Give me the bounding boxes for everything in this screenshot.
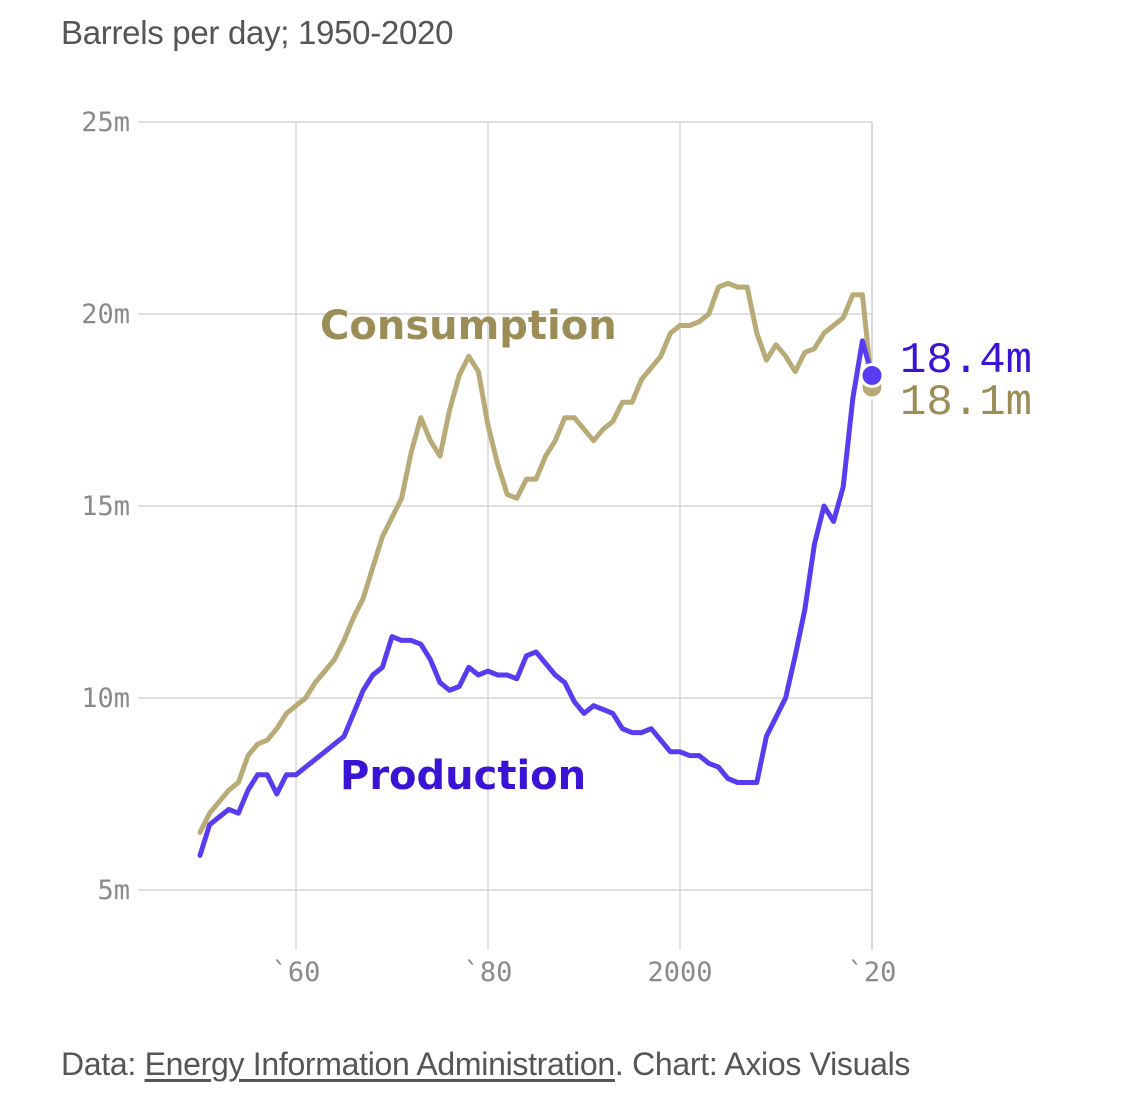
y-tick-label: 15m bbox=[81, 491, 130, 522]
x-tick-label: `60 bbox=[272, 957, 321, 988]
y-tick-label: 20m bbox=[81, 299, 130, 330]
series-lines bbox=[197, 280, 875, 858]
y-tick-label: 25m bbox=[81, 107, 130, 138]
production-line bbox=[197, 338, 875, 858]
consumption-end-value-label: 18.1m bbox=[900, 378, 1032, 428]
y-tick-label: 10m bbox=[81, 683, 130, 714]
x-axis-ticks: `60 `80 2000 `20 bbox=[272, 957, 897, 988]
x-tick-label: `80 bbox=[464, 957, 513, 988]
x-gridlines bbox=[295, 122, 873, 950]
consumption-series-label: Consumption bbox=[320, 303, 617, 349]
production-end-marker bbox=[859, 362, 885, 388]
consumption-line bbox=[197, 280, 875, 835]
source-link[interactable]: Energy Information Administration bbox=[144, 1046, 616, 1082]
chart-footer: Data: Energy Information Administration.… bbox=[61, 1046, 910, 1083]
y-axis-ticks: 25m 20m 15m 10m 5m bbox=[81, 107, 130, 906]
footer-suffix: . Chart: Axios Visuals bbox=[614, 1046, 911, 1082]
x-tick-label: 2000 bbox=[647, 957, 712, 988]
chart-subtitle: Barrels per day; 1950-2020 bbox=[61, 14, 454, 51]
x-tick-label: `20 bbox=[848, 957, 897, 988]
footer-prefix: Data: bbox=[61, 1046, 145, 1082]
production-end-value-label: 18.4m bbox=[900, 336, 1032, 386]
y-tick-label: 5m bbox=[97, 875, 130, 906]
end-markers bbox=[859, 362, 885, 400]
y-gridlines bbox=[138, 121, 873, 950]
production-series-label: Production bbox=[340, 753, 586, 799]
